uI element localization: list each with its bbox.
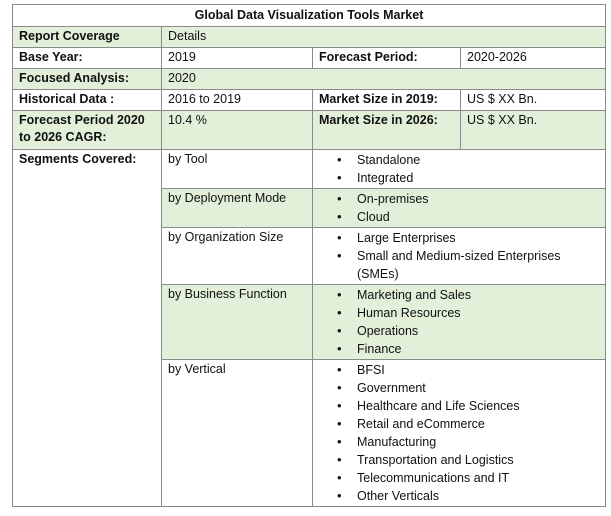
list-item: Government <box>319 379 599 397</box>
list-item: Large Enterprises <box>319 229 599 247</box>
base-year-value: 2019 <box>161 47 313 69</box>
segment-row-deployment: by Deployment Mode On-premises Cloud <box>12 188 607 228</box>
segment-items: On-premises Cloud <box>311 188 607 228</box>
segment-name: by Deployment Mode <box>161 188 313 228</box>
table-title: Global Data Visualization Tools Market <box>11 4 607 27</box>
base-year-row: Base Year: 2019 Forecast Period: 2020-20… <box>12 47 607 69</box>
segment-row-tool: Segments Covered: by Tool Standalone Int… <box>12 149 607 507</box>
list-item: Integrated <box>319 169 599 187</box>
forecast-period-label: Forecast Period: <box>312 47 461 69</box>
list-item: Standalone <box>319 151 599 169</box>
segment-name: by Vertical <box>161 359 313 507</box>
list-item: Retail and eCommerce <box>319 415 599 433</box>
segment-items: Standalone Integrated <box>311 149 607 189</box>
list-item: Finance <box>319 340 599 358</box>
focused-analysis-value: 2020 <box>160 68 607 90</box>
segment-row-vertical: by Vertical BFSI Government Healthcare a… <box>13 359 607 507</box>
segment-name: by Business Function <box>161 284 313 360</box>
segment-row-organization: by Organization Size Large Enterprises S… <box>13 227 607 285</box>
segments-label: Segments Covered: <box>12 149 162 507</box>
cagr-row: Forecast Period 2020 to 2026 CAGR: 10.4 … <box>12 110 607 150</box>
report-coverage-row: Report Coverage Details <box>12 26 607 48</box>
list-item: Human Resources <box>319 304 599 322</box>
market-size-2026-label: Market Size in 2026: <box>312 110 461 150</box>
cagr-label: Forecast Period 2020 to 2026 CAGR: <box>12 110 162 150</box>
list-item: BFSI <box>319 361 599 379</box>
list-item: Healthcare and Life Sciences <box>319 397 599 415</box>
base-year-label: Base Year: <box>12 47 162 69</box>
market-summary-table: Global Data Visualization Tools Market R… <box>11 4 607 507</box>
market-size-2026-value: US $ XX Bn. <box>459 110 607 150</box>
list-item: Transportation and Logistics <box>319 451 599 469</box>
market-size-2019-value: US $ XX Bn. <box>459 89 607 111</box>
segment-items: BFSI Government Healthcare and Life Scie… <box>311 359 607 507</box>
list-item: On-premises <box>319 190 599 208</box>
segment-items: Large Enterprises Small and Medium-sized… <box>311 227 607 285</box>
list-item: Small and Medium-sized Enterprises (SMEs… <box>319 247 599 283</box>
segment-items: Marketing and Sales Human Resources Oper… <box>311 284 607 360</box>
list-item: Operations <box>319 322 599 340</box>
list-item: Cloud <box>319 208 599 226</box>
historical-data-label: Historical Data : <box>12 89 162 111</box>
focused-analysis-label: Focused Analysis: <box>12 68 162 90</box>
segment-name: by Tool <box>161 149 313 189</box>
list-item: Manufacturing <box>319 433 599 451</box>
focused-analysis-row: Focused Analysis: 2020 <box>12 68 607 90</box>
historical-data-row: Historical Data : 2016 to 2019 Market Si… <box>12 89 607 111</box>
market-size-2019-label: Market Size in 2019: <box>312 89 461 111</box>
segment-name: by Organization Size <box>161 227 313 285</box>
list-item: Telecommunications and IT <box>319 469 599 487</box>
historical-data-value: 2016 to 2019 <box>161 89 313 111</box>
list-item: Marketing and Sales <box>319 286 599 304</box>
report-coverage-label: Report Coverage <box>12 26 162 48</box>
report-coverage-value: Details <box>160 26 607 48</box>
forecast-period-value: 2020-2026 <box>459 47 607 69</box>
list-item: Other Verticals <box>319 487 599 505</box>
cagr-value: 10.4 % <box>161 110 313 150</box>
